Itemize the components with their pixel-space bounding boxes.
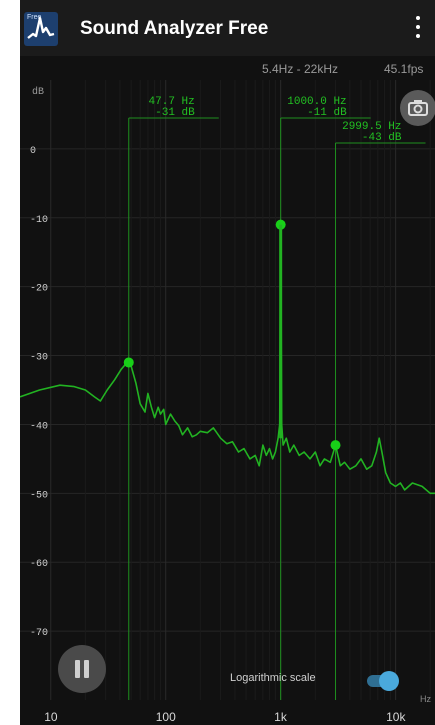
peak-marker-dot: [123, 357, 134, 368]
app-window: Free Sound Analyzer Free 5.4Hz - 22kHz 4…: [20, 0, 435, 725]
y-tick-label: -70: [30, 628, 48, 639]
app-title: Sound Analyzer Free: [80, 18, 269, 39]
x-axis-unit: Hz: [420, 694, 431, 704]
peak-marker-dot: [330, 440, 341, 451]
x-tick-label: 10k: [386, 710, 406, 724]
y-tick-label: -40: [30, 421, 48, 432]
y-axis-label: dB: [32, 86, 44, 98]
logarithmic-scale-label: Logarithmic scale: [230, 672, 316, 684]
peak-frequency-label: 1000.0 Hz: [287, 96, 346, 108]
y-tick-label: -20: [30, 284, 48, 295]
y-tick-label: -10: [30, 215, 48, 226]
peak-frequency-label: 2999.5 Hz: [342, 121, 401, 133]
x-tick-label: 100: [155, 710, 176, 724]
peak-db-label: -43 dB: [362, 132, 402, 144]
peak-markers: [123, 219, 341, 451]
y-tick-label: 0: [30, 146, 36, 157]
x-tick-label: 1k: [274, 710, 287, 724]
camera-icon[interactable]: [400, 90, 435, 126]
logo-badge: Free: [27, 14, 42, 21]
screen-edge: [0, 0, 20, 725]
fps-label: 45.1fps: [384, 62, 424, 76]
peak-markers-lines: 47.7 Hz-31 dB 1000.0 Hz-11 dB 2999.5 Hz-43…: [128, 96, 426, 700]
spectrum-logo-icon: Free: [24, 12, 58, 46]
spectrum-chart[interactable]: 0 -10 -20 -30 -40 -50 -60 -70 dB 47.7 Hz-31 dB 1…: [20, 80, 435, 700]
app-bar: Free Sound Analyzer Free: [20, 0, 435, 56]
y-tick-label: -30: [30, 353, 48, 364]
logarithmic-scale-toggle[interactable]: [365, 671, 399, 691]
peak-frequency-label: 47.7 Hz: [149, 96, 195, 108]
frequency-range-label: 5.4Hz - 22kHz: [262, 62, 339, 76]
peak-db-label: -11 dB: [307, 107, 347, 119]
peak-db-label: -31 dB: [155, 107, 195, 119]
x-tick-label: 10: [44, 710, 58, 724]
y-tick-label: -50: [30, 490, 48, 501]
chart-grid: [20, 80, 435, 700]
pause-button[interactable]: [58, 645, 106, 693]
y-tick-label: -60: [30, 559, 48, 570]
overflow-menu-icon[interactable]: [409, 14, 427, 42]
x-axis-labels: 10 100 1k 10k: [20, 700, 435, 725]
pause-icon: [75, 660, 80, 678]
y-axis-labels: 0 -10 -20 -30 -40 -50 -60 -70: [30, 146, 48, 639]
spectrum-line: [20, 223, 435, 495]
